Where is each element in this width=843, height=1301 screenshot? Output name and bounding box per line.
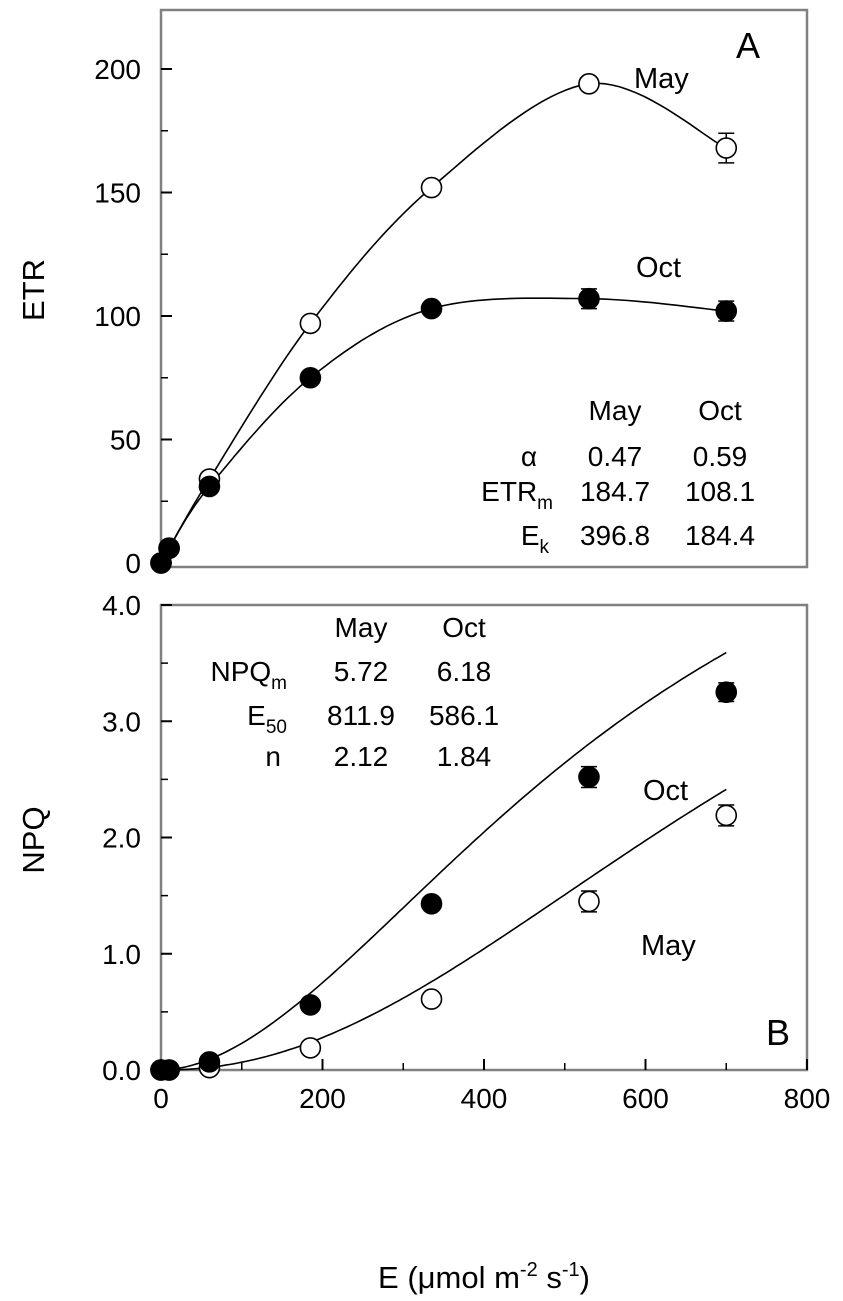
data-point-may — [299, 312, 322, 335]
y-tick-label: 3.0 — [102, 706, 141, 737]
panel-b-y-ticks: 0.0 1.0 2.0 3.0 4.0 — [102, 590, 172, 1086]
panel-b-param-npqm: NPQm — [210, 656, 287, 694]
y-tick-label: 1.0 — [102, 939, 141, 970]
data-point-oct — [578, 287, 600, 310]
panel-a-y-axis-label: ETR — [16, 259, 51, 321]
panel-b-npqm-may: 5.72 — [334, 656, 389, 687]
panel-a: ETR A 0 50 100 150 200 May Oct May Oct α 0.4… — [16, 8, 809, 579]
data-point-oct — [578, 766, 600, 788]
panel-b-data-points — [150, 681, 738, 1081]
panel-a-ek-oct: 184.4 — [685, 520, 755, 551]
y-tick-label: 200 — [94, 54, 141, 85]
panel-b-npqm-oct: 6.18 — [437, 656, 492, 687]
data-point-may — [420, 988, 443, 1010]
panel-b-e50-oct: 586.1 — [429, 700, 499, 731]
panel-a-parameter-table: May Oct α 0.47 0.59 ETRm 184.7 108.1 Ek … — [481, 395, 755, 558]
data-point-oct — [158, 537, 180, 559]
x-tick-label: 600 — [622, 1083, 669, 1114]
data-point-oct — [198, 1051, 221, 1073]
panel-b-parameter-table: May Oct NPQm 5.72 6.18 E50 811.9 586.1 n… — [210, 612, 499, 772]
panel-a-alpha-may: 0.47 — [588, 441, 643, 472]
panel-b-param-n: n — [265, 741, 281, 772]
data-point-oct — [715, 300, 738, 322]
data-point-oct — [299, 366, 322, 389]
panel-b-y-axis-label: NPQ — [16, 806, 51, 873]
data-point-oct — [420, 297, 443, 320]
panel-a-param-ek: Ek — [521, 520, 550, 558]
panel-b-series-label-oct: Oct — [643, 775, 688, 807]
panel-a-series-label-oct: Oct — [636, 252, 681, 284]
fit-curve-oct — [160, 651, 727, 1071]
panel-b-label: B — [766, 1012, 790, 1053]
y-tick-label: 4.0 — [102, 590, 141, 621]
y-tick-label: 0.0 — [102, 1055, 141, 1086]
y-tick-label: 150 — [94, 178, 141, 209]
panel-a-alpha-oct: 0.59 — [693, 441, 748, 472]
panel-b-table-header-may: May — [335, 612, 388, 643]
panel-b-param-e50: E50 — [247, 700, 287, 738]
panel-b-series-label-may: May — [641, 930, 696, 962]
panel-b-x-axis-label: E (μmol m-2 s-1) — [378, 1259, 590, 1295]
panel-a-data-points — [150, 73, 738, 574]
panel-b-fit-curves — [160, 651, 727, 1071]
y-tick-label: 0 — [125, 548, 141, 579]
panel-b-series-labels: Oct May — [641, 775, 696, 962]
fit-curve-may — [161, 788, 727, 1071]
y-tick-label: 100 — [94, 301, 141, 332]
panel-b-table-header-oct: Oct — [442, 612, 486, 643]
data-point-may — [420, 176, 443, 199]
panel-b-e50-may: 811.9 — [327, 700, 395, 731]
x-tick-label: 200 — [299, 1083, 346, 1114]
data-point-oct — [158, 1059, 180, 1081]
x-tick-label: 400 — [461, 1083, 508, 1114]
panel-a-series-labels: May Oct — [634, 63, 689, 284]
panel-a-label: A — [736, 25, 760, 66]
panel-a-ek-may: 396.8 — [580, 520, 650, 551]
data-point-may — [578, 73, 600, 95]
data-point-oct — [715, 681, 738, 703]
panel-a-table-header-oct: Oct — [698, 395, 742, 426]
panel-a-param-alpha: α — [521, 441, 537, 472]
data-point-oct — [299, 994, 322, 1016]
data-point-may — [578, 890, 600, 913]
x-tick-label: 0 — [153, 1083, 169, 1114]
y-tick-label: 50 — [110, 425, 141, 456]
panel-a-frame — [159, 8, 809, 569]
data-point-may — [715, 804, 738, 827]
data-point-may — [299, 1037, 322, 1059]
panel-a-table-header-may: May — [589, 395, 642, 426]
data-point-oct — [198, 475, 221, 498]
panel-a-etrm-may: 184.7 — [580, 476, 650, 507]
panel-b-n-oct: 1.84 — [437, 741, 492, 772]
y-tick-label: 2.0 — [102, 823, 141, 854]
panel-b-n-may: 2.12 — [334, 741, 389, 772]
data-point-oct — [420, 892, 443, 915]
panel-a-etrm-oct: 108.1 — [685, 476, 755, 507]
panel-a-y-ticks: 0 50 100 150 200 — [94, 54, 172, 579]
panel-b: NPQ B E (μmol m-2 s-1) 0.0 1.0 2.0 3.0 4.0 0… — [16, 590, 830, 1295]
x-tick-label: 800 — [784, 1083, 831, 1114]
panel-b-x-ticks: 0 200 400 600 800 — [153, 1059, 830, 1114]
panel-a-series-label-may: May — [634, 63, 689, 95]
data-point-may — [715, 137, 738, 159]
panel-a-param-etrm: ETRm — [481, 476, 553, 514]
